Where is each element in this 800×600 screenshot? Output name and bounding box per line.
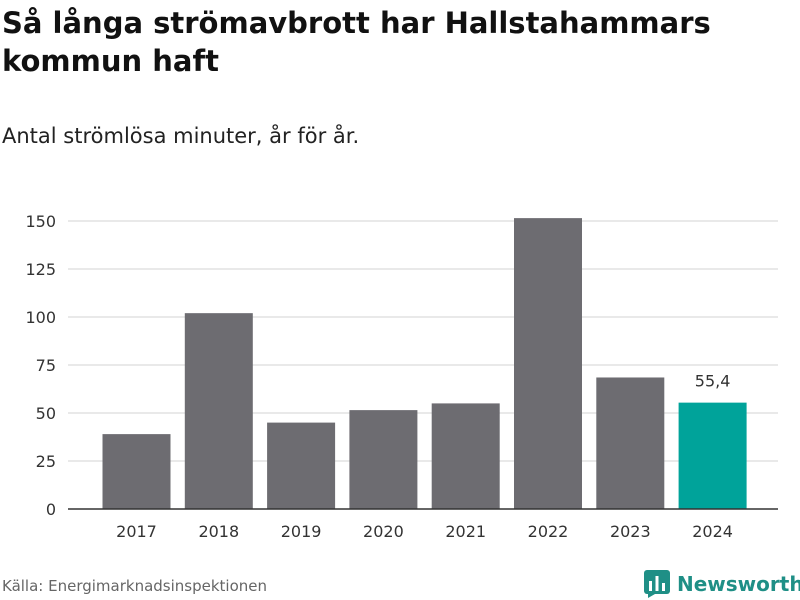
x-tick-label: 2023 [610,522,651,541]
bar-chart-logo-icon [644,570,670,598]
bar [678,402,747,509]
x-tick-label: 2022 [528,522,569,541]
y-tick-label: 50 [36,404,56,423]
bar [267,422,336,509]
x-tick-label: 2024 [692,522,733,541]
x-tick-label: 2017 [116,522,157,541]
bar [596,377,665,509]
chart-subtitle: Antal strömlösa minuter, år för år. [2,124,360,148]
bar [431,403,500,509]
brand-logo: Newsworthy [644,570,800,598]
x-tick-label: 2018 [198,522,239,541]
data-label: 55,4 [695,372,731,391]
y-tick-label: 25 [36,452,56,471]
bar [514,218,582,509]
bar [102,434,171,509]
chart-title: Så långa strömavbrott har Hallstahammars… [2,6,711,78]
brand-name: Newsworthy [677,572,800,596]
x-tick-label: 2019 [281,522,322,541]
y-tick-label: 100 [25,308,56,327]
bar [184,313,253,509]
x-tick-label: 2020 [363,522,404,541]
y-tick-label: 150 [25,212,56,231]
x-tick-label: 2021 [445,522,486,541]
bar [349,410,418,509]
source-note: Källa: Energimarknadsinspektionen [2,577,268,595]
y-tick-label: 75 [36,356,56,375]
y-tick-label: 0 [46,500,56,519]
y-tick-label: 125 [25,260,56,279]
